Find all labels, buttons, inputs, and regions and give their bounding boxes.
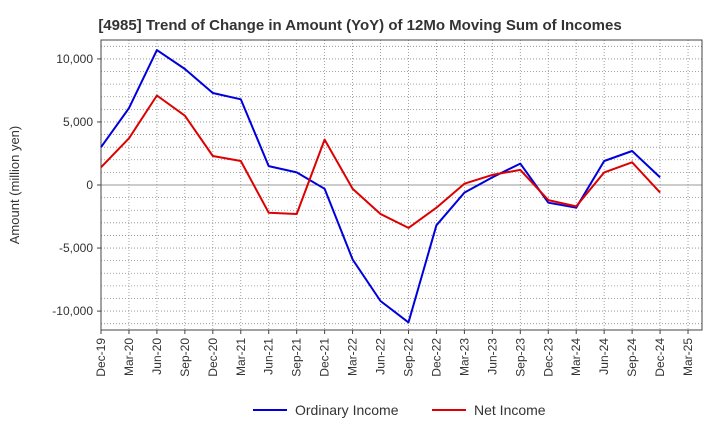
x-tick-label: Jun-23 xyxy=(485,338,499,375)
x-tick-label: Dec-21 xyxy=(318,338,332,377)
x-tick-label: Dec-23 xyxy=(541,338,555,377)
y-tick-label: -10,000 xyxy=(52,304,93,318)
x-tick-label: Mar-24 xyxy=(569,338,583,376)
x-tick-label: Sep-22 xyxy=(401,338,415,377)
x-tick-label: Dec-24 xyxy=(653,338,667,377)
x-tick-label: Jun-21 xyxy=(262,338,276,375)
x-tick-label: Dec-19 xyxy=(94,338,108,377)
x-tick-label: Dec-20 xyxy=(206,338,220,377)
x-tick-label: Mar-22 xyxy=(346,338,360,376)
x-tick-label: Mar-25 xyxy=(681,338,695,376)
x-tick-label: Jun-20 xyxy=(150,338,164,375)
y-tick-label: -5,000 xyxy=(59,241,93,255)
x-tick-label: Dec-22 xyxy=(429,338,443,377)
x-tick-label: Sep-23 xyxy=(513,338,527,377)
x-tick-label: Sep-20 xyxy=(178,338,192,377)
chart-title: [4985] Trend of Change in Amount (YoY) o… xyxy=(98,17,621,34)
legend-label-net-income: Net Income xyxy=(474,402,546,418)
x-tick-label: Jun-24 xyxy=(597,338,611,375)
x-tick-label: Mar-23 xyxy=(457,338,471,376)
x-tick-label: Sep-24 xyxy=(625,338,639,377)
plot-area: 10,000 5,000 0 -5,000 -10,000 Dec-19 Mar-20 Jun… xyxy=(52,39,703,377)
series-line-ordinary-income xyxy=(100,49,661,324)
y-axis-label: Amount (million yen) xyxy=(7,126,22,245)
series-line-net-income xyxy=(100,94,661,229)
y-tick-label: 10,000 xyxy=(56,52,93,66)
x-tick-label: Sep-21 xyxy=(290,338,304,377)
y-tick-label: 0 xyxy=(86,178,93,192)
legend-label-ordinary-income: Ordinary Income xyxy=(295,402,399,418)
y-tick-label: 5,000 xyxy=(63,115,93,129)
x-tick-label: Jun-22 xyxy=(374,338,388,375)
x-tick-label: Mar-20 xyxy=(122,338,136,376)
legend: Ordinary Income Net Income xyxy=(253,402,546,418)
x-tick-label: Mar-21 xyxy=(234,338,248,376)
